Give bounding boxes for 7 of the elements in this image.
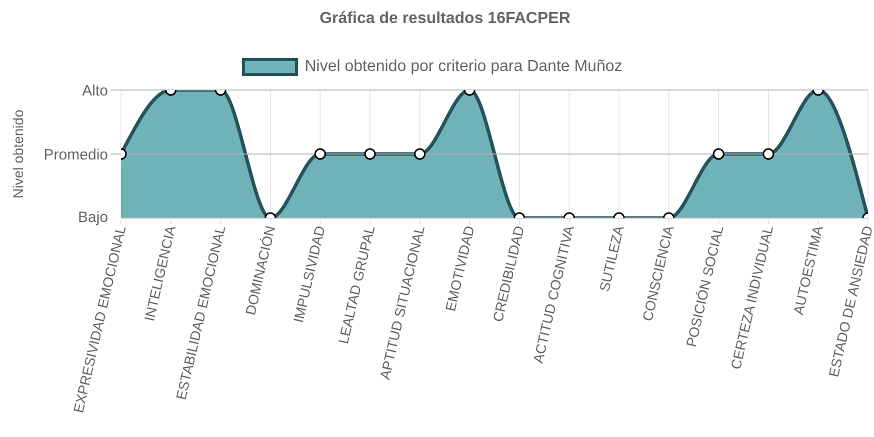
ref-line-label: Promedio (44, 146, 108, 164)
legend-label: Nivel obtenido por criterio para Dante Muñoz (304, 58, 622, 76)
y-axis-title: Nivel obtenido (10, 109, 26, 198)
ref-line-label: Alto (82, 82, 108, 100)
x-tick-label: LEALTAD GRUPAL (334, 224, 378, 346)
text: Bajo (78, 209, 108, 227)
chart-title: Gráfica de resultados 16FACPER (318, 10, 572, 28)
